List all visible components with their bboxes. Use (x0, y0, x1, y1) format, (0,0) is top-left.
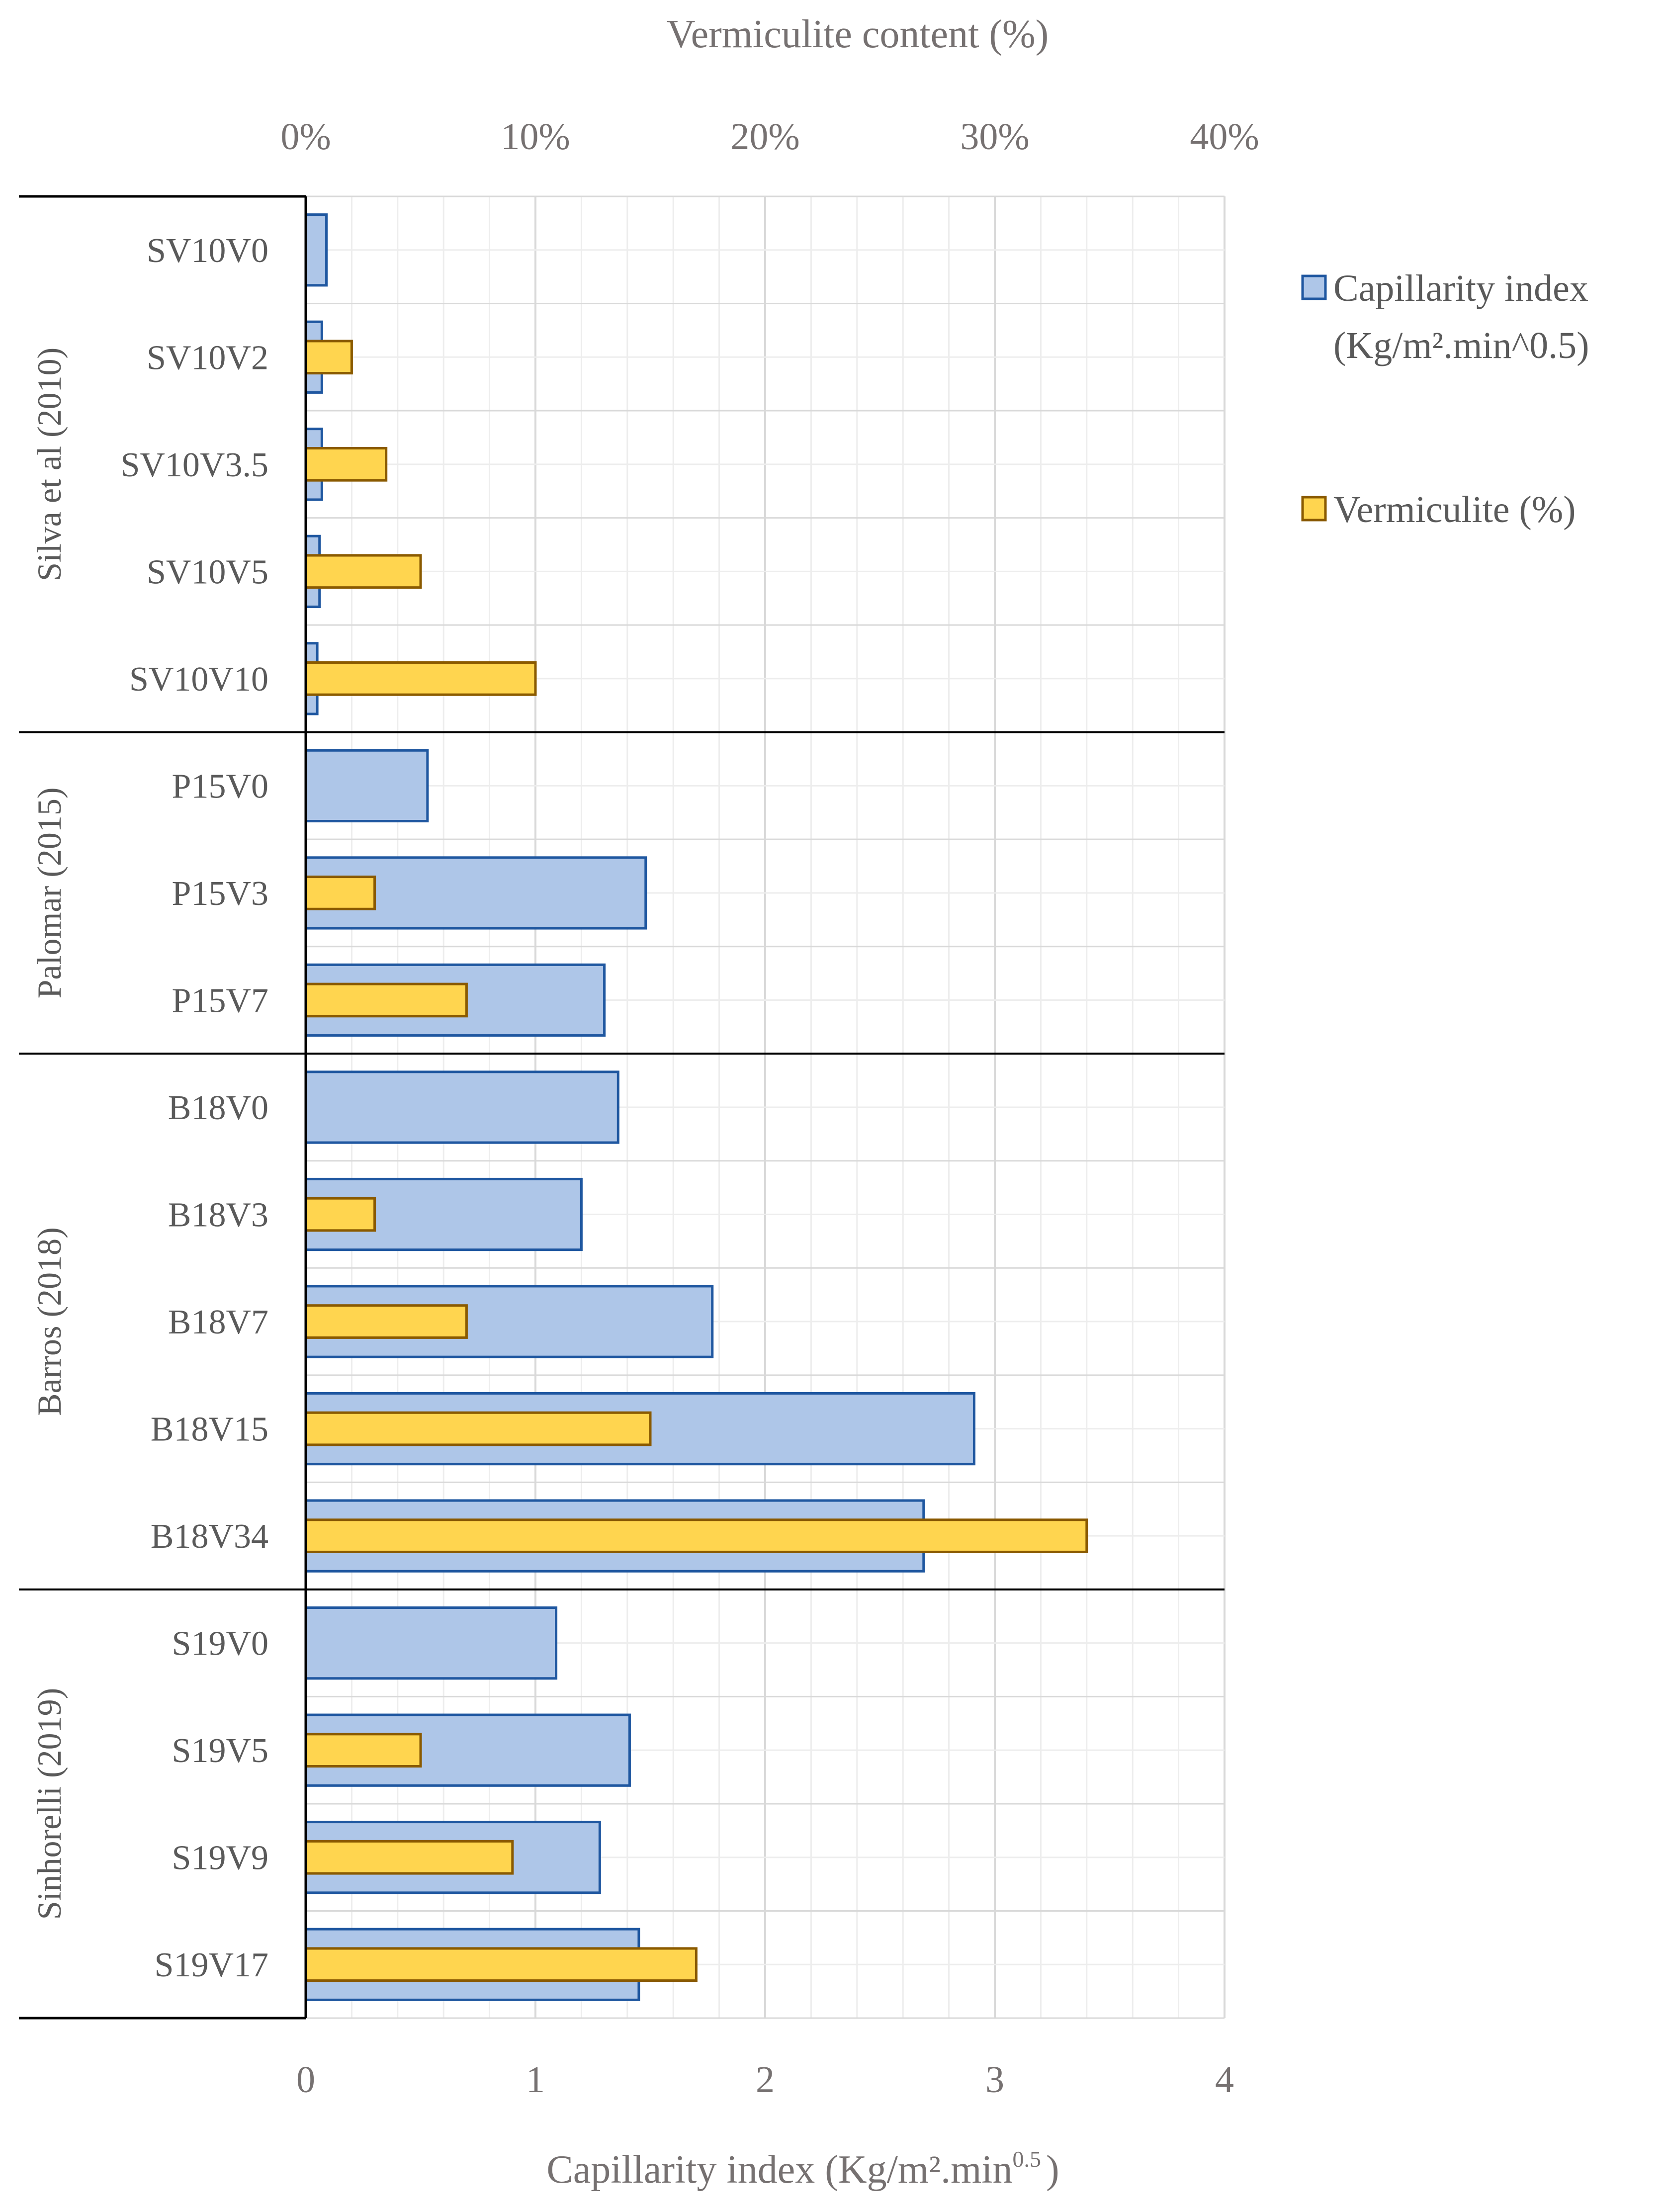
bottom-tick-label: 1 (526, 2059, 545, 2101)
category-label: S19V17 (155, 1946, 268, 1984)
bottom-tick-label: 2 (756, 2059, 775, 2101)
top-tick-label: 0% (280, 116, 331, 158)
vermiculite-bar (304, 876, 376, 910)
labels: Silva et al (2010) Palomar (2015) Barros (… (30, 116, 1259, 2101)
bottom-axis-title-end: ) (1046, 2148, 1059, 2192)
category-label: P15V7 (172, 981, 268, 1020)
category-label: B18V0 (168, 1089, 268, 1127)
category-label: P15V0 (172, 767, 268, 805)
top-tick-label: 10% (501, 116, 570, 158)
group-label: Sinhorelli (2019) (30, 1688, 68, 1920)
top-axis-title: Vermiculite content (%) (667, 12, 1049, 56)
category-label: P15V3 (172, 875, 268, 913)
legend-capillarity-swatch (1301, 274, 1327, 300)
bottom-axis-title-superscript: 0.5 (1013, 2146, 1042, 2172)
category-label: S19V5 (172, 1732, 268, 1770)
vermiculite-bar (304, 1733, 422, 1768)
category-label: B18V7 (168, 1303, 268, 1341)
category-label: B18V15 (151, 1411, 268, 1449)
group-label: Palomar (2015) (30, 787, 68, 998)
bottom-axis-title-main: Capillarity index (Kg/m².min (546, 2148, 1012, 2192)
category-label: S19V9 (172, 1839, 268, 1877)
category-label: SV10V3.5 (120, 446, 268, 484)
vermiculite-bar (304, 340, 353, 375)
legend: Capillarity index (Kg/m².min^0.5) Vermic… (1301, 267, 1589, 531)
legend-capillarity-label-line1: Capillarity index (1333, 267, 1588, 309)
bottom-tick-label: 0 (296, 2059, 315, 2101)
capillarity-bar (304, 1070, 619, 1144)
top-tick-label: 30% (960, 116, 1029, 158)
category-label: B18V3 (168, 1196, 268, 1235)
top-tick-label: 40% (1190, 116, 1259, 158)
capillarity-bar (304, 213, 328, 287)
vermiculite-bar (304, 1304, 468, 1339)
vermiculite-bar (304, 1197, 376, 1232)
top-tick-label: 20% (730, 116, 799, 158)
group-label: Silva et al (2010) (30, 348, 68, 581)
legend-vermiculite-label: Vermiculite (%) (1333, 489, 1576, 531)
category-label: S19V0 (172, 1625, 268, 1663)
vermiculite-bar (304, 554, 422, 589)
bottom-axis-title: Capillarity index (Kg/m².min0.5) (546, 2146, 1059, 2192)
vermiculite-bar (304, 1411, 652, 1446)
legend-vermiculite-swatch (1301, 496, 1327, 522)
category-frame (19, 195, 1225, 2020)
category-label: SV10V0 (147, 232, 268, 270)
capillarity-bar (304, 749, 429, 823)
vermiculite-bar (304, 661, 537, 696)
category-label: SV10V2 (147, 339, 268, 377)
vermiculite-bar (304, 1518, 1088, 1553)
legend-capillarity-label-line2: (Kg/m².min^0.5) (1333, 325, 1589, 366)
category-label: B18V34 (151, 1517, 268, 1556)
category-label: SV10V10 (129, 660, 268, 699)
bottom-tick-label: 4 (1215, 2059, 1234, 2101)
vermiculite-bar (304, 982, 468, 1018)
vermiculite-bar (304, 446, 388, 482)
category-label: SV10V5 (147, 553, 268, 591)
bars (304, 213, 1088, 2001)
vermiculite-bar (304, 1947, 698, 1982)
capillarity-bar (304, 1606, 558, 1680)
group-label: Barros (2018) (30, 1227, 68, 1416)
bottom-tick-label: 3 (985, 2059, 1004, 2101)
vermiculite-bar (304, 1840, 514, 1875)
